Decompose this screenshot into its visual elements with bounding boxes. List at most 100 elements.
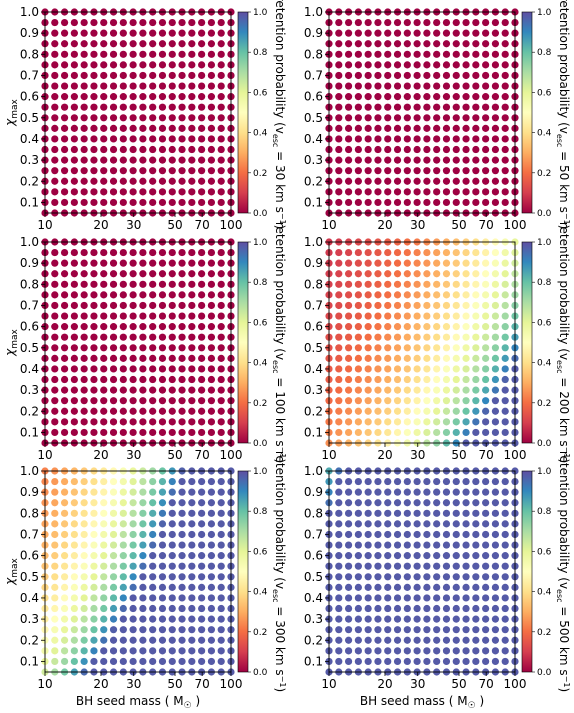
data-point: [403, 135, 411, 143]
data-point: [149, 562, 157, 570]
data-point: [149, 573, 157, 581]
data-point: [501, 135, 509, 143]
colorbar-tick-label: 1.0: [537, 467, 552, 477]
data-point: [129, 61, 137, 69]
data-point: [139, 583, 147, 591]
data-point: [158, 365, 167, 373]
data-point: [403, 354, 411, 362]
data-point: [452, 40, 460, 48]
data-point: [491, 188, 500, 196]
data-point: [384, 50, 392, 58]
data-point: [139, 615, 147, 623]
data-point: [188, 188, 196, 196]
data-point: [433, 135, 441, 143]
data-point: [413, 552, 421, 560]
data-point: [90, 552, 98, 560]
data-point: [344, 604, 353, 613]
data-point: [188, 604, 196, 613]
data-point: [70, 71, 78, 80]
data-point: [452, 29, 460, 37]
data-point: [207, 509, 216, 517]
data-point: [149, 647, 157, 655]
data-point: [344, 530, 353, 539]
data-point: [158, 114, 167, 122]
data-point: [217, 40, 225, 48]
data-point: [472, 636, 480, 644]
data-point: [109, 583, 118, 591]
data-point: [354, 386, 362, 394]
data-point: [80, 103, 88, 111]
data-point: [149, 103, 157, 111]
data-point: [158, 636, 167, 644]
data-point: [491, 40, 500, 48]
data-point: [188, 124, 196, 132]
y-tick-label: 0.2: [304, 404, 323, 418]
data-point: [501, 407, 509, 415]
data-point: [60, 344, 69, 352]
data-point: [344, 562, 353, 570]
y-tick-label: 1.0: [20, 464, 39, 478]
data-point: [119, 167, 127, 175]
data-point: [364, 541, 372, 549]
data-point: [158, 499, 167, 507]
data-point: [60, 354, 69, 362]
data-point: [178, 594, 186, 602]
data-point: [100, 477, 108, 486]
data-point: [109, 626, 118, 634]
data-point: [433, 156, 441, 164]
data-point: [384, 333, 392, 341]
data-point: [168, 156, 176, 164]
data-point: [100, 407, 108, 415]
data-point: [452, 259, 460, 267]
colorbar-tick-label: 0.2: [537, 628, 551, 638]
data-point: [217, 323, 225, 331]
data-point: [423, 71, 431, 80]
data-point: [393, 509, 402, 517]
data-point: [70, 156, 78, 164]
data-point: [364, 124, 372, 132]
data-point: [168, 552, 176, 560]
data-point: [462, 488, 470, 496]
data-point: [217, 354, 225, 362]
data-point: [413, 50, 421, 58]
data-point: [354, 291, 362, 299]
data-point: [139, 50, 147, 58]
data-point: [70, 407, 78, 415]
data-point: [207, 365, 216, 373]
data-point: [433, 301, 441, 310]
data-point: [168, 323, 176, 331]
data-point: [188, 259, 196, 267]
data-point: [462, 188, 470, 196]
data-point: [207, 114, 216, 122]
data-point: [472, 418, 480, 426]
data-point: [188, 583, 196, 591]
data-point: [462, 135, 470, 143]
data-point: [149, 177, 157, 185]
data-point: [188, 177, 196, 185]
colorbar-tick-label: 0.6: [253, 547, 268, 557]
data-point: [51, 259, 59, 267]
data-point: [217, 301, 225, 310]
data-point: [491, 145, 500, 154]
data-point: [374, 29, 382, 37]
data-point: [51, 71, 59, 80]
data-point: [149, 657, 157, 666]
data-point: [335, 386, 343, 394]
data-point: [90, 333, 98, 341]
data-point: [80, 541, 88, 549]
data-point: [119, 280, 127, 288]
data-point: [433, 541, 441, 549]
data-point: [217, 562, 225, 570]
data-point: [188, 594, 196, 602]
data-point: [433, 626, 441, 634]
data-point: [129, 82, 137, 90]
data-point: [178, 509, 186, 517]
data-point: [158, 562, 167, 570]
data-point: [60, 248, 69, 257]
data-point: [70, 280, 78, 288]
data-point: [482, 407, 490, 415]
data-point: [384, 365, 392, 373]
data-point: [217, 530, 225, 539]
data-point: [149, 29, 157, 37]
data-point: [501, 198, 509, 207]
